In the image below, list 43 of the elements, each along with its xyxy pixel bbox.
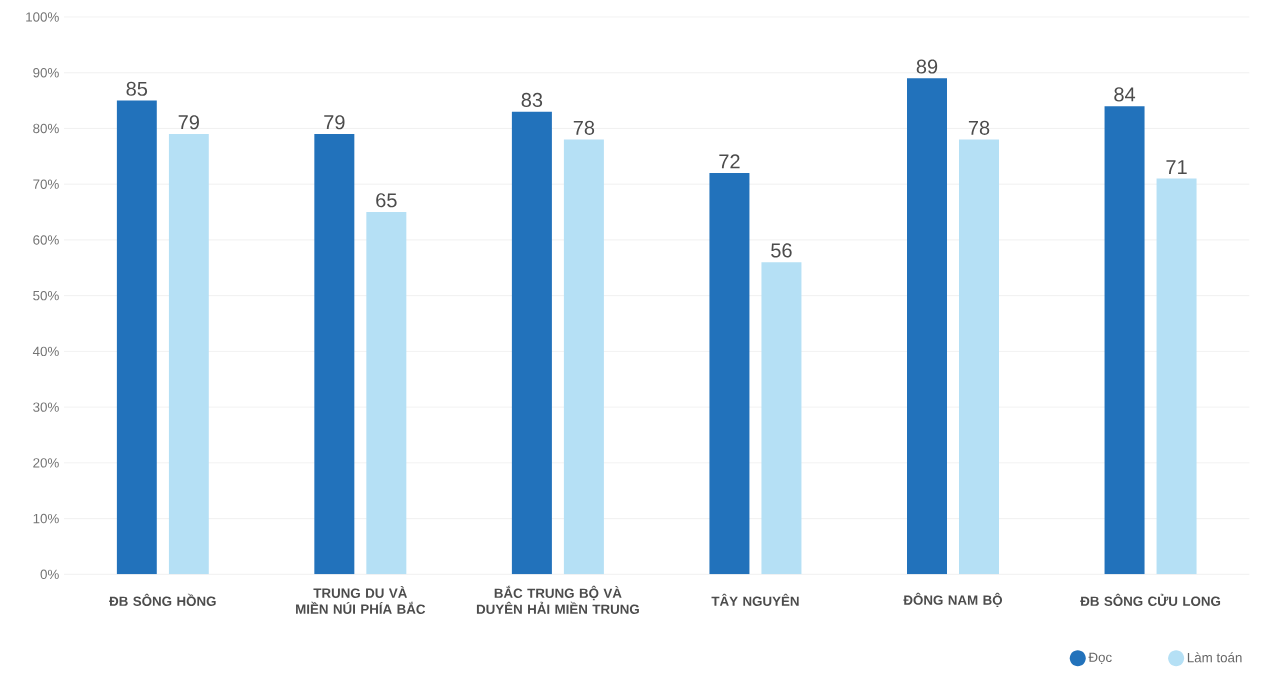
x-tick-label: ĐÔNG NAM BỘ <box>903 592 1003 608</box>
x-tick-label: TRUNG DU VÀ MIỀN NÚI PHÍA BẮC <box>296 585 426 614</box>
y-tick-label: 60% <box>33 235 59 245</box>
bar <box>907 78 947 575</box>
x-tick-label: ĐB SÔNG CỬU LONG <box>1080 593 1221 606</box>
legend-label: Đọc <box>1088 652 1112 664</box>
bar <box>959 139 999 575</box>
y-tick-label: 0% <box>40 569 59 580</box>
x-tick-label: TÂY NGUYÊN <box>711 593 799 606</box>
data-label: 85 <box>126 81 148 96</box>
y-tick-label: 10% <box>33 513 59 524</box>
bar <box>1156 178 1197 575</box>
data-label: 56 <box>771 243 792 258</box>
data-label: 79 <box>178 115 199 130</box>
x-tick-label: ĐB SÔNG HỒNG <box>109 593 216 606</box>
bar <box>563 139 604 575</box>
y-tick-label: 50% <box>33 290 59 301</box>
bar <box>1104 106 1145 575</box>
y-tick-label: 90% <box>33 68 59 78</box>
data-label: 71 <box>1166 160 1187 174</box>
bar <box>761 262 802 575</box>
bar <box>709 173 750 575</box>
y-tick-label: 100% <box>26 12 59 22</box>
bar <box>116 100 157 575</box>
legend-label: Làm toán <box>1187 652 1242 663</box>
data-label: 84 <box>1114 87 1136 102</box>
bar <box>366 212 407 575</box>
data-label: 65 <box>376 193 397 208</box>
y-tick-label: 40% <box>32 346 59 357</box>
bar <box>168 134 209 575</box>
bar <box>511 111 552 575</box>
bar <box>314 134 355 575</box>
data-label: 79 <box>324 115 345 130</box>
data-label: 72 <box>719 154 740 169</box>
data-label: 89 <box>916 59 938 74</box>
data-label: 83 <box>521 92 543 108</box>
y-tick-label: 30% <box>33 402 59 412</box>
y-tick-label: 70% <box>33 179 59 189</box>
y-tick-label: 20% <box>33 458 59 468</box>
data-label: 78 <box>968 120 990 135</box>
y-tick-label: 80% <box>33 123 59 134</box>
x-tick-label: BẮC TRUNG BỘ VÀ DUYÊN HẢI MIỀN TRUNG <box>476 585 639 614</box>
data-label: 78 <box>573 120 595 135</box>
